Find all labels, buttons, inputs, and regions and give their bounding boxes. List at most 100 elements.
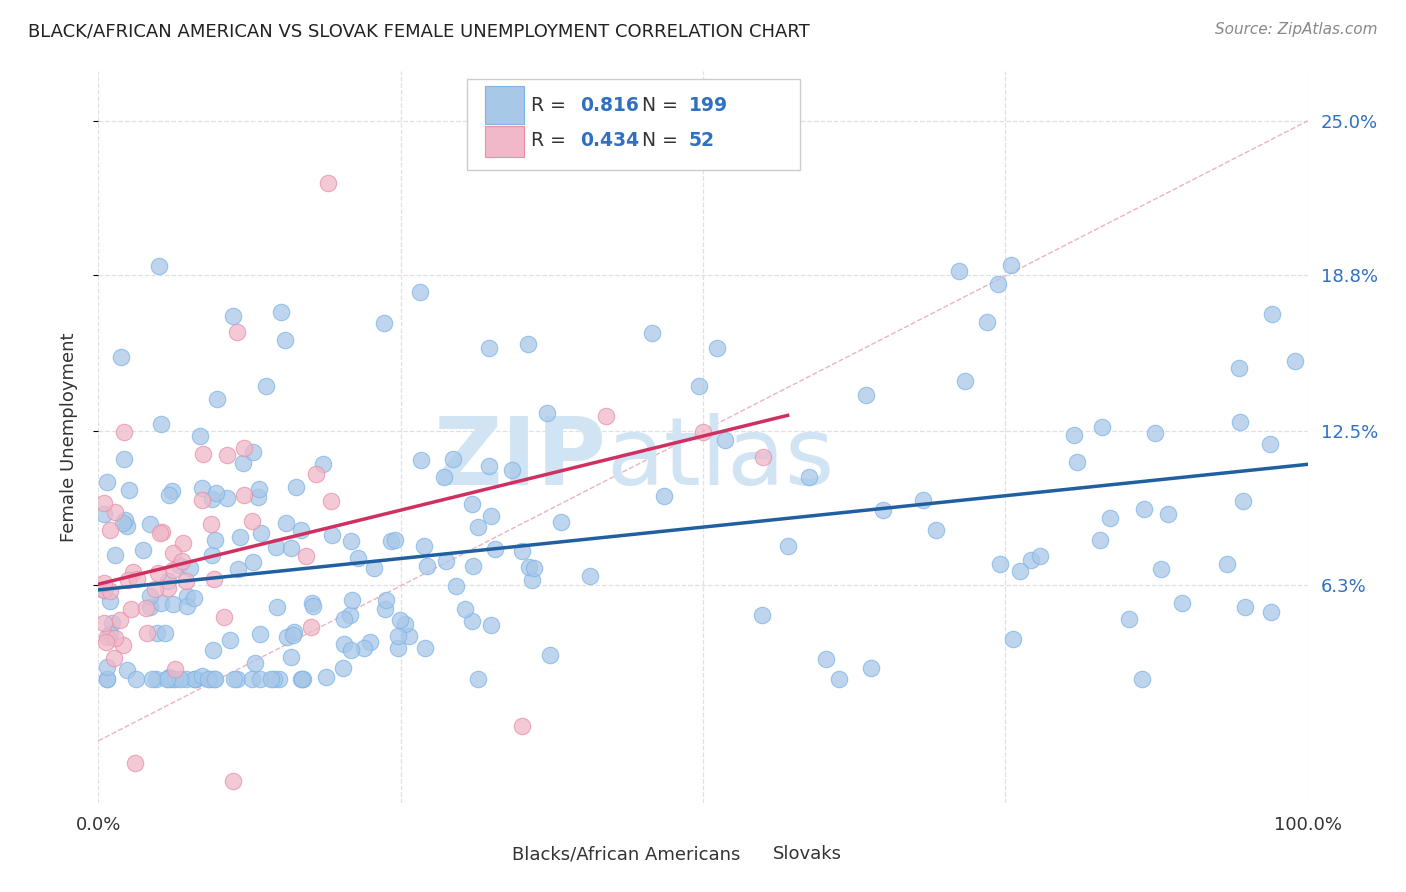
- Point: [156, 581, 179, 595]
- Point: [1284, 354, 1306, 368]
- Point: [1066, 455, 1088, 469]
- Point: [467, 520, 489, 534]
- Point: [479, 509, 502, 524]
- Point: [280, 541, 302, 556]
- Point: [146, 626, 169, 640]
- Point: [340, 593, 363, 607]
- Point: [290, 672, 312, 686]
- Point: [387, 641, 409, 656]
- Point: [1216, 558, 1239, 572]
- Point: [752, 450, 775, 465]
- Point: [976, 315, 998, 329]
- Point: [1118, 612, 1140, 626]
- Point: [751, 608, 773, 623]
- Point: [215, 491, 238, 505]
- Point: [240, 514, 263, 528]
- Point: [467, 672, 489, 686]
- Point: [157, 672, 180, 686]
- Point: [174, 672, 197, 686]
- Text: Slovaks: Slovaks: [773, 845, 842, 863]
- Point: [416, 559, 439, 574]
- Point: [250, 525, 273, 540]
- FancyBboxPatch shape: [485, 86, 524, 124]
- Point: [120, 602, 142, 616]
- Point: [276, 516, 298, 530]
- Point: [201, 548, 224, 562]
- Point: [295, 549, 318, 563]
- Point: [299, 620, 322, 634]
- Point: [162, 546, 184, 560]
- Point: [1229, 415, 1251, 429]
- Point: [523, 561, 546, 575]
- Point: [1149, 562, 1171, 576]
- Point: [103, 651, 125, 665]
- Point: [872, 503, 894, 517]
- Point: [191, 481, 214, 495]
- Point: [162, 598, 184, 612]
- Text: 199: 199: [689, 96, 728, 115]
- FancyBboxPatch shape: [465, 845, 505, 864]
- Point: [240, 672, 263, 686]
- Point: [184, 672, 207, 686]
- Point: [98, 583, 121, 598]
- Point: [183, 672, 205, 686]
- Point: [219, 633, 242, 648]
- Point: [112, 516, 135, 530]
- Point: [274, 333, 297, 347]
- Point: [536, 406, 558, 420]
- Point: [276, 630, 298, 644]
- Point: [312, 457, 335, 471]
- Point: [222, 774, 245, 789]
- Point: [363, 560, 385, 574]
- Point: [98, 594, 121, 608]
- Point: [156, 672, 179, 686]
- Point: [375, 593, 398, 607]
- Point: [501, 463, 523, 477]
- Text: 52: 52: [689, 131, 714, 151]
- Point: [409, 285, 432, 299]
- Point: [114, 513, 136, 527]
- Point: [222, 672, 245, 686]
- Point: [150, 524, 173, 539]
- Point: [202, 572, 225, 586]
- Point: [183, 591, 205, 605]
- Point: [104, 504, 127, 518]
- Point: [96, 630, 118, 644]
- Point: [242, 445, 264, 459]
- Point: [1019, 553, 1042, 567]
- Point: [139, 600, 162, 615]
- Point: [988, 557, 1011, 571]
- FancyBboxPatch shape: [725, 845, 765, 864]
- Text: Source: ZipAtlas.com: Source: ZipAtlas.com: [1215, 22, 1378, 37]
- Point: [93, 576, 115, 591]
- Point: [305, 467, 328, 481]
- Text: N =: N =: [630, 96, 685, 115]
- Point: [692, 425, 714, 439]
- Point: [538, 648, 561, 662]
- Point: [135, 626, 157, 640]
- Point: [384, 533, 406, 548]
- Point: [243, 656, 266, 670]
- Point: [270, 305, 292, 319]
- Point: [156, 574, 179, 588]
- Point: [254, 379, 277, 393]
- Point: [1261, 307, 1284, 321]
- Point: [104, 548, 127, 562]
- Point: [461, 559, 484, 574]
- Text: atlas: atlas: [606, 413, 835, 505]
- Point: [510, 719, 533, 733]
- Point: [150, 417, 173, 431]
- Point: [202, 672, 225, 686]
- Point: [264, 540, 287, 554]
- Point: [398, 629, 420, 643]
- Text: ZIP: ZIP: [433, 413, 606, 505]
- Y-axis label: Female Unemployment: Female Unemployment: [59, 333, 77, 541]
- Point: [454, 602, 477, 616]
- FancyBboxPatch shape: [467, 78, 800, 170]
- Point: [242, 556, 264, 570]
- Point: [267, 672, 290, 686]
- Point: [332, 637, 354, 651]
- Point: [200, 516, 222, 531]
- Point: [987, 277, 1010, 291]
- Point: [479, 618, 502, 632]
